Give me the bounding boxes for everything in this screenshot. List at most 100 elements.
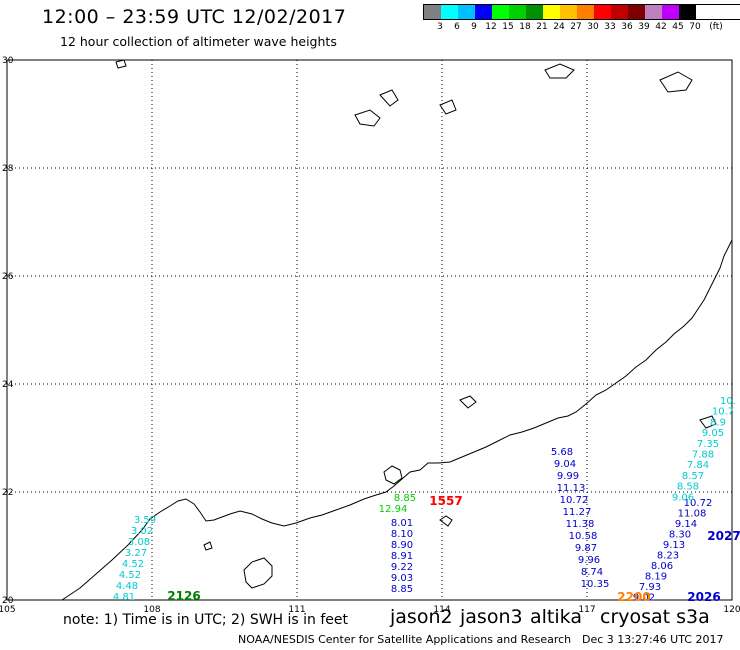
wave-height-value: 8.57 [682, 471, 704, 482]
satellite-jason2: jason2 [390, 606, 453, 628]
legend-swatch [662, 5, 679, 19]
legend-label: 39 [638, 22, 650, 32]
satellite-jason3: jason3 [460, 606, 523, 628]
wave-height-value: 3.59 [134, 515, 156, 526]
wave-height-value: 8.91 [391, 551, 413, 562]
legend-label: 33 [604, 22, 616, 32]
legend-swatch [679, 5, 696, 19]
wave-height-value: 10. [720, 396, 736, 407]
wave-height-value: 11.27 [563, 507, 592, 518]
wave-height-value: 10.35 [581, 579, 610, 590]
legend-label: 45 [672, 22, 684, 32]
lon-label: 114 [433, 605, 450, 615]
legend-swatches [423, 4, 740, 20]
legend-swatch [475, 5, 492, 19]
wave-height-value: 4.81 [113, 592, 135, 603]
wave-height-value: 4.52 [122, 559, 144, 570]
pass-time-label: 2126 [167, 589, 200, 603]
legend-label: 12 [485, 22, 497, 32]
map-frame [6, 59, 733, 601]
coastline [61, 59, 733, 601]
legend-label: 36 [621, 22, 633, 32]
legend-label: 70 [689, 22, 701, 32]
wave-height-value: 7.93 [639, 582, 661, 593]
wave-height-value: 8.06 [651, 561, 673, 572]
legend-swatch [560, 5, 577, 19]
wave-height-value: 8.9 [710, 417, 726, 428]
wave-height-value: 8.74 [581, 567, 603, 578]
legend-label: 18 [519, 22, 531, 32]
legend-label: 3 [437, 22, 443, 32]
pass-time-label: 2200 [617, 590, 650, 604]
wave-height-value: 7.88 [692, 450, 714, 461]
wave-height-value: 8.01 [391, 518, 413, 529]
island-outline [439, 515, 453, 527]
wave-height-value: 11.38 [566, 519, 595, 530]
island-outline [115, 59, 127, 69]
wave-height-value: 5.68 [551, 447, 573, 458]
legend-label: 42 [655, 22, 667, 32]
wave-height-value: 7.84 [687, 460, 709, 471]
lon-label: 120 [723, 605, 740, 615]
wave-height-value: 9.13 [663, 540, 685, 551]
lon-label: 105 [0, 605, 16, 615]
satellite-tracks: 3.593.023.083.274.524.524.484.818.8512.9… [113, 396, 740, 604]
satellite-altika: altika [530, 606, 582, 628]
wave-height-value: 12.94 [379, 504, 408, 515]
wave-height-value: 9.22 [391, 562, 413, 573]
legend-swatch [492, 5, 509, 19]
wave-height-value: 9.04 [554, 459, 576, 470]
island-outline [459, 395, 477, 409]
page-subtitle: 12 hour collection of altimeter wave hei… [60, 34, 337, 49]
wave-height-value: 8.85 [391, 584, 413, 595]
pass-time-label: 1557 [429, 494, 462, 508]
legend-swatch [577, 5, 594, 19]
page-title: 12:00 – 23:59 UTC 12/02/2017 [42, 6, 347, 28]
legend-swatch [611, 5, 628, 19]
lat-label: 24 [2, 380, 14, 390]
wave-height-value: 9.06 [672, 492, 694, 503]
legend-label: (ft) [709, 22, 723, 32]
legend-label: 15 [502, 22, 514, 32]
wave-height-value: 9.87 [575, 543, 597, 554]
wave-height-value: 9.05 [702, 428, 724, 439]
lat-label: 30 [2, 56, 14, 66]
legend-labels: 3 6 9 12 15 18 21 24 27 30 33 36 39 42 45 70 (ft) [423, 20, 740, 34]
legend-swatch [526, 5, 543, 19]
lon-label: 108 [143, 605, 160, 615]
lat-label: 28 [2, 164, 14, 174]
satellite-cryosat-s3a: cryosat s3a [600, 606, 710, 628]
island-outline [383, 465, 403, 485]
wave-height-value: 10.7 [712, 407, 734, 418]
wave-height-value: 8.19 [645, 572, 667, 583]
legend-swatch [645, 5, 662, 19]
wave-height-value: 10.72 [560, 495, 589, 506]
legend-label: 9 [471, 22, 477, 32]
wave-height-value: 9.96 [578, 555, 600, 566]
lon-label: 111 [288, 605, 305, 615]
wave-height-value: 8.10 [391, 529, 413, 540]
credit-line: NOAA/NESDIS Center for Satellite Applica… [238, 633, 572, 646]
wave-height-value: 7.35 [697, 439, 719, 450]
wave-height-value: 9.99 [557, 471, 579, 482]
wave-height-value: 9.14 [675, 519, 697, 530]
legend-swatch [458, 5, 475, 19]
wave-height-value: 10.72 [684, 498, 713, 509]
island-outline [699, 415, 717, 429]
wave-height-value: 9.03 [391, 573, 413, 584]
wave-height-value: 8.30 [669, 530, 691, 541]
wave-height-value: 8.58 [677, 482, 699, 493]
legend-label: 21 [536, 22, 548, 32]
legend-swatch [628, 5, 645, 19]
wave-height-value: 3.08 [128, 537, 150, 548]
island-outline [439, 99, 457, 115]
lat-label: 20 [2, 596, 14, 606]
wave-height-value: 11.08 [678, 509, 707, 520]
island-outline [354, 109, 381, 127]
mainland-coastline [61, 239, 733, 601]
pass-time-label: 2027 [707, 529, 740, 543]
legend-swatch [509, 5, 526, 19]
lat-label: 26 [2, 272, 14, 282]
